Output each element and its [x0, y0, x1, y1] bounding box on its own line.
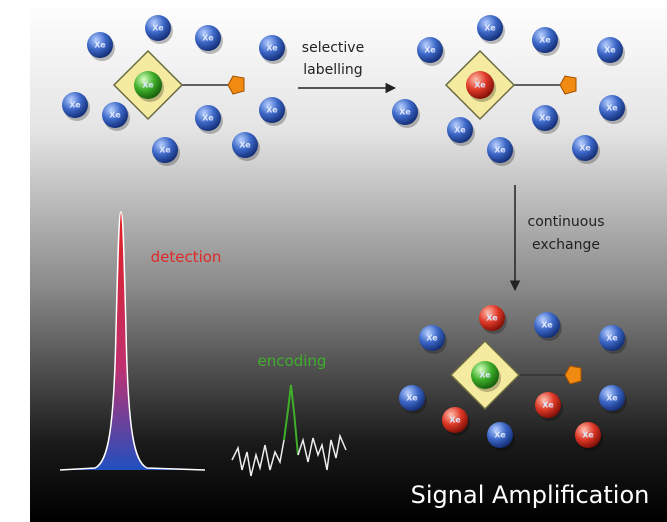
atom-label: Xe — [266, 44, 278, 53]
arrow-label: labelling — [303, 62, 362, 78]
encoding-label: encoding — [258, 352, 327, 370]
illustration: Xe Xe Xe Xe Xe Xe Xe Xe Xe Xe Xe Xe Xe Xe Xe Xe Xe Xe Xe Xe… — [0, 0, 667, 522]
atom-label: Xe — [426, 334, 438, 343]
atom-label: Xe — [406, 394, 418, 403]
atom-label: Xe — [606, 104, 618, 113]
atom-label: Xe — [582, 431, 594, 440]
atom-label: Xe — [239, 141, 251, 150]
atom-label: Xe — [94, 41, 106, 50]
atom-label: Xe — [152, 24, 164, 33]
atom-label: Xe — [494, 146, 506, 155]
atom-label: Xe — [484, 24, 496, 33]
atom-label: Xe — [454, 126, 466, 135]
atom-label: Xe — [109, 111, 121, 120]
atom-label: Xe — [474, 81, 486, 90]
atom-label: Xe — [202, 34, 214, 43]
atom-label: Xe — [449, 416, 461, 425]
atom-label: Xe — [69, 101, 81, 110]
caption: Signal Amplification — [411, 481, 650, 509]
atom-label: Xe — [399, 108, 411, 117]
atom-label: Xe — [486, 314, 498, 323]
detection-label: detection — [151, 248, 222, 266]
atom-label: Xe — [202, 114, 214, 123]
atom-label: Xe — [539, 36, 551, 45]
atom-label: Xe — [159, 146, 171, 155]
arrow-label: selective — [302, 40, 364, 56]
atom-label: Xe — [142, 81, 154, 90]
atom-label: Xe — [604, 46, 616, 55]
atom-label: Xe — [542, 401, 554, 410]
arrow-label: exchange — [532, 237, 600, 253]
atom-label: Xe — [424, 46, 436, 55]
atom-label: Xe — [494, 431, 506, 440]
atom-label: Xe — [606, 334, 618, 343]
atom-label: Xe — [266, 106, 278, 115]
atom-label: Xe — [479, 371, 491, 380]
atom-label: Xe — [541, 321, 553, 330]
atom-label: Xe — [579, 144, 591, 153]
arrow-label: continuous — [528, 214, 605, 230]
atom-label: Xe — [606, 394, 618, 403]
atom-label: Xe — [539, 114, 551, 123]
